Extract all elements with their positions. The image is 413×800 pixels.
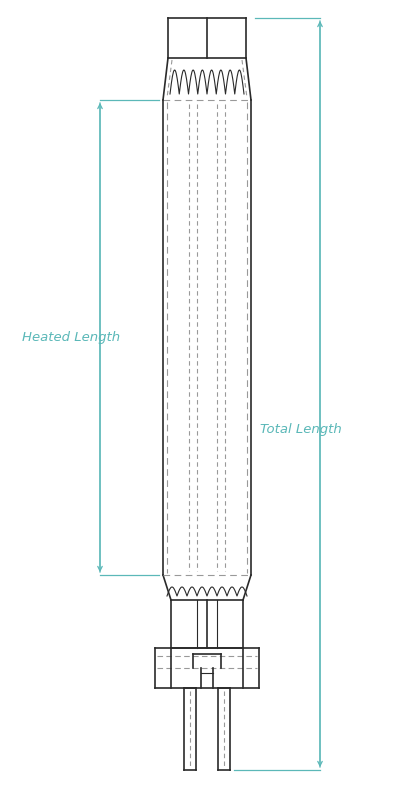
Text: Total Length: Total Length — [259, 422, 341, 435]
Text: Heated Length: Heated Length — [22, 331, 120, 344]
